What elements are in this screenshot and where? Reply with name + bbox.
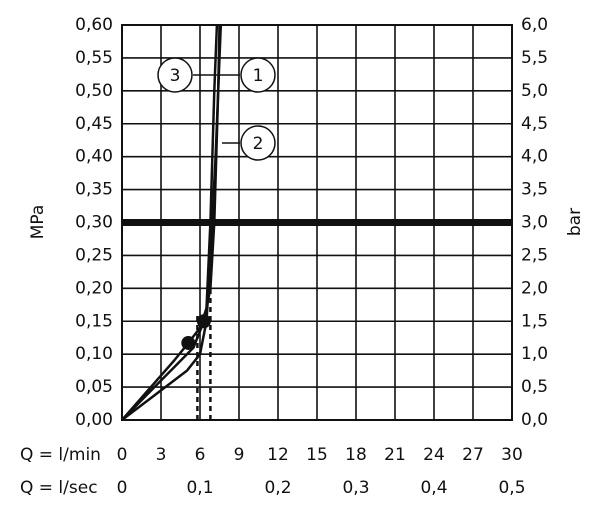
curve [121,24,223,421]
x-tick-label: 3 [156,445,167,465]
y2-tick-label: 4,0 [521,147,548,167]
y-axis-label: MPa [28,205,48,240]
x-tick-label: 24 [423,445,445,465]
x-tick-label: 18 [345,445,367,465]
y-tick-label: 0,30 [75,213,113,233]
x2-axis-label: Q = l/sec [20,478,98,498]
y2-tick-label: 2,5 [521,245,548,265]
y-tick-label: 0,40 [75,147,113,167]
y-tick-label: 0,00 [75,410,113,430]
y-tick-label: 0,05 [75,377,113,397]
y-tick-label: 0,25 [75,245,113,265]
y2-tick-label: 4,5 [521,114,548,134]
legend-label: 2 [253,134,264,154]
y-tick-label: 0,15 [75,311,113,331]
x2-tick-label: 0,2 [264,478,291,498]
x-tick-label: 9 [234,445,245,465]
operating-point [196,314,211,329]
y-tick-label: 0,20 [75,278,113,298]
legend-marker [240,57,276,93]
x-axis-label: Q = l/min [20,445,101,465]
legend-label: 1 [253,66,264,86]
y2-tick-label: 3,0 [521,213,548,233]
operating-point [181,335,196,350]
legend-marker [157,57,193,93]
y-tick-label: 0,10 [75,344,113,364]
x-tick-label: 15 [306,445,328,465]
x-tick-label: 30 [501,445,523,465]
legend-label: 3 [170,66,181,86]
x-tick-label: 12 [267,445,289,465]
x-tick-label: 0 [117,445,128,465]
y2-tick-label: 1,0 [521,344,548,364]
x2-tick-label: 0,3 [342,478,369,498]
y2-tick-label: 1,5 [521,311,548,331]
y2-tick-label: 0,5 [521,377,548,397]
x2-tick-label: 0,4 [420,478,447,498]
x2-tick-label: 0 [117,478,128,498]
legend-marker [240,125,276,161]
x2-tick-label: 0,1 [186,478,213,498]
y2-tick-label: 0,0 [521,410,548,430]
y-tick-label: 0,55 [75,48,113,68]
y-tick-label: 0,35 [75,180,113,200]
x-tick-label: 21 [384,445,406,465]
y2-axis-label: bar [565,208,585,236]
y2-tick-label: 3,5 [521,180,548,200]
x2-tick-label: 0,5 [498,478,525,498]
y2-tick-label: 6,0 [521,15,548,35]
y-tick-label: 0,50 [75,81,113,101]
y2-tick-label: 5,5 [521,48,548,68]
x-tick-label: 27 [462,445,484,465]
y2-tick-label: 2,0 [521,278,548,298]
x-tick-label: 6 [195,445,206,465]
y2-tick-label: 5,0 [521,81,548,101]
y-tick-label: 0,45 [75,114,113,134]
curve [121,24,219,421]
y-tick-label: 0,60 [75,15,113,35]
